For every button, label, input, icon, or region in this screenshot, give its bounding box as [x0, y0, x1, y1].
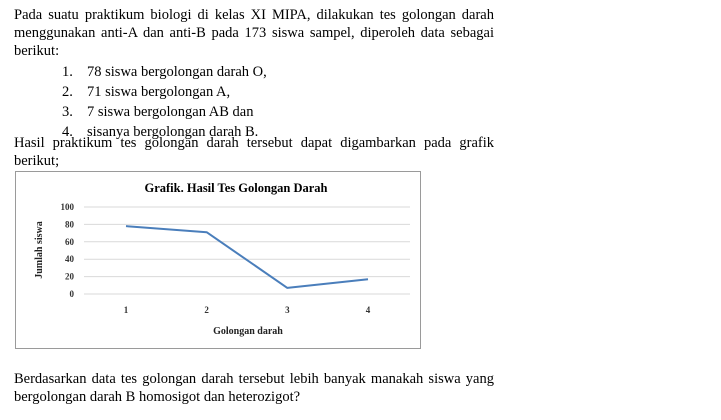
- list-item: 2. 71 siswa bergolongan A,: [62, 82, 267, 102]
- y-axis-label: Jumlah siswa: [34, 221, 45, 279]
- series-line: [125, 225, 369, 289]
- x-tick-label: 3: [285, 305, 290, 315]
- list-item-text: 7 siswa bergolongan AB dan: [87, 104, 254, 120]
- list-item-number: 2.: [62, 84, 73, 100]
- y-tick-label: 100: [61, 202, 75, 212]
- y-tick-label: 80: [65, 219, 75, 229]
- blood-type-list: 1. 78 siswa bergolongan darah O, 2. 71 s…: [62, 62, 267, 142]
- intro-paragraph: Pada suatu praktikum biologi di kelas XI…: [14, 7, 494, 59]
- y-tick-label: 0: [70, 289, 75, 299]
- y-tick-label: 40: [65, 254, 75, 264]
- x-axis-label: Golongan darah: [213, 326, 283, 337]
- list-item-text: 78 siswa bergolongan darah O,: [87, 64, 267, 80]
- list-item: 3. 7 siswa bergolongan AB dan: [62, 102, 267, 122]
- list-item: 4. sisanya bergolongan darah B.: [62, 122, 267, 142]
- y-tick-label: 60: [65, 237, 75, 247]
- chart-title: Grafik. Hasil Tes Golongan Darah: [144, 181, 327, 195]
- chart-series: [125, 225, 369, 289]
- hasil-paragraph: Hasil praktikum tes golongan darah terse…: [14, 135, 494, 169]
- list-item-number: 4.: [62, 124, 73, 140]
- x-tick-label: 1: [124, 305, 129, 315]
- x-tick-label: 4: [366, 305, 371, 315]
- question-paragraph: Berdasarkan data tes golongan darah ters…: [14, 371, 494, 405]
- y-tick-label: 20: [65, 272, 75, 282]
- y-tick-labels: 0 20 40 60 80 100: [61, 202, 75, 299]
- list-item-number: 3.: [62, 104, 73, 120]
- blood-type-chart: Grafik. Hasil Tes Golongan Darah 0 20 40 60…: [15, 171, 421, 349]
- x-tick-label: 2: [204, 305, 209, 315]
- list-item-text: sisanya bergolongan darah B.: [87, 124, 259, 140]
- list-item-text: 71 siswa bergolongan A,: [87, 84, 231, 100]
- list-item-number: 1.: [62, 64, 73, 80]
- list-item: 1. 78 siswa bergolongan darah O,: [62, 62, 267, 82]
- x-tick-labels: 1 2 3 4: [124, 305, 371, 315]
- chart-svg: Grafik. Hasil Tes Golongan Darah 0 20 40 60…: [34, 181, 410, 337]
